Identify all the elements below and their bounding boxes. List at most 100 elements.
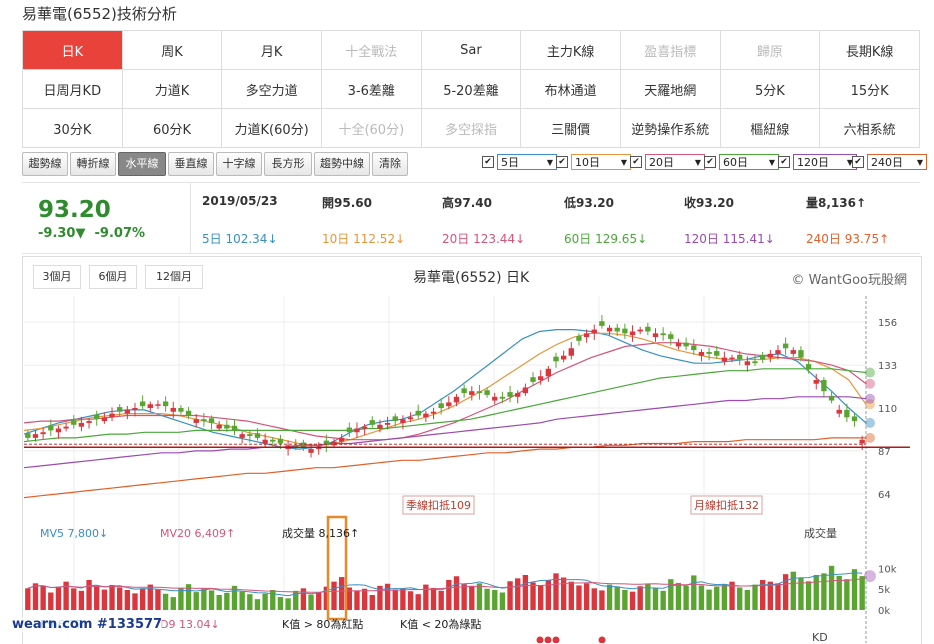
menu-item[interactable]: 3-6差離 <box>320 69 422 109</box>
menu-item[interactable]: 多空探指 <box>420 108 522 148</box>
period-3m-button[interactable]: 3個月 <box>33 265 81 289</box>
mv20-label: MV20 6,409↑ <box>160 527 235 540</box>
volume-bar <box>40 585 46 610</box>
menu-item[interactable]: 日周月KD <box>22 69 123 109</box>
ma-dropdown[interactable]: 20日 ▼ <box>645 154 705 170</box>
volume-bar <box>117 587 123 610</box>
volume-bar <box>63 581 69 610</box>
tool-button[interactable]: 水平線 <box>118 152 166 176</box>
menu-item[interactable]: 三關價 <box>520 108 621 148</box>
menu-item[interactable]: 力道K <box>121 69 223 109</box>
kd-note-2: K值 < 20為綠點 <box>400 617 481 631</box>
candle-body <box>484 390 490 395</box>
candle-body <box>25 433 31 438</box>
ma-select[interactable]: ✔ 20日 ▼ <box>630 154 705 170</box>
candle-body <box>698 352 705 356</box>
menu-item[interactable]: 十全(60分) <box>320 108 422 148</box>
volume-bar <box>729 581 735 610</box>
menu-item[interactable]: 逆勢操作系統 <box>619 108 721 148</box>
candle-body <box>560 355 567 360</box>
tool-button[interactable]: 趨勢線 <box>22 152 68 176</box>
menu-item[interactable]: 六相系統 <box>819 108 920 148</box>
volume-bar <box>790 571 796 610</box>
candle-body <box>48 425 54 431</box>
y-tick-label: 133 <box>878 361 897 372</box>
candle-body <box>201 419 207 422</box>
menu-item[interactable]: 5分K <box>719 69 821 109</box>
candle-body <box>94 414 100 420</box>
candle-body <box>851 416 858 422</box>
menu-item[interactable]: 周K <box>121 30 223 70</box>
menu-item[interactable]: 60分K <box>121 108 223 148</box>
volume-bar <box>767 581 773 610</box>
ma-select[interactable]: ✔ 240日 ▼ <box>852 154 927 170</box>
menu-item[interactable]: 盈喜指標 <box>619 30 721 70</box>
ma-checkbox[interactable]: ✔ <box>704 156 716 168</box>
candle-body <box>821 380 827 392</box>
candle-body <box>423 413 429 418</box>
candle-body <box>354 428 360 433</box>
quote-high: 高97.40 <box>442 196 492 210</box>
ma-checkbox[interactable]: ✔ <box>630 156 642 168</box>
ma-checkbox[interactable]: ✔ <box>482 156 494 168</box>
volume-bar <box>71 588 77 610</box>
chevron-down-icon: ▼ <box>916 157 923 167</box>
menu-item[interactable]: 歸原 <box>719 30 821 70</box>
menu-item[interactable]: 力道K(60分) <box>221 108 322 148</box>
ma-checkbox[interactable]: ✔ <box>778 156 790 168</box>
menu-item[interactable]: 樞紐線 <box>719 108 821 148</box>
volume-bar <box>392 589 398 610</box>
candle-body <box>71 420 77 425</box>
menu-item[interactable]: 十全戰法 <box>320 30 422 70</box>
ma-dropdown[interactable]: 10日 ▼ <box>571 154 631 170</box>
volume-bar <box>438 590 444 610</box>
candle-body <box>637 329 643 332</box>
volume-bar <box>560 577 567 610</box>
volume-bar <box>270 590 276 610</box>
vol-tick-label: 10k <box>878 564 897 575</box>
ma-dropdown[interactable]: 5日 ▼ <box>497 154 557 170</box>
menu-item[interactable]: Sar <box>420 30 522 70</box>
volume-axis-label: 成交量 <box>804 526 837 540</box>
period-6m-button[interactable]: 6個月 <box>89 265 137 289</box>
menu-item[interactable]: 長期K線 <box>819 30 920 70</box>
ma-dropdown[interactable]: 240日 ▼ <box>867 154 927 170</box>
tool-button[interactable]: 垂直線 <box>168 152 214 176</box>
ma-select[interactable]: ✔ 120日 ▼ <box>778 154 857 170</box>
tool-button[interactable]: 清除 <box>372 152 408 176</box>
volume-bar <box>836 575 842 610</box>
ma-select[interactable]: ✔ 60日 ▼ <box>704 154 779 170</box>
volume-bar <box>461 584 467 610</box>
ma-dropdown[interactable]: 120日 ▼ <box>793 154 857 170</box>
ma-select[interactable]: ✔ 10日 ▼ <box>556 154 631 170</box>
kd-dot <box>552 636 560 643</box>
y-tick-label: 110 <box>878 404 897 415</box>
tool-button[interactable]: 趨勢中線 <box>314 152 370 176</box>
kd-dot <box>598 636 606 643</box>
menu-item[interactable]: 15分K <box>819 69 920 109</box>
d-value-label: D9 13.04↓ <box>160 618 220 631</box>
ma-select[interactable]: ✔ 5日 ▼ <box>482 154 557 170</box>
volume-bar <box>446 580 452 610</box>
menu-item[interactable]: 30分K <box>22 108 123 148</box>
candle-body <box>583 333 590 338</box>
ma-dropdown[interactable]: 60日 ▼ <box>719 154 779 170</box>
volume-bar <box>216 595 222 610</box>
volume-bar <box>185 584 192 610</box>
tool-button[interactable]: 十字線 <box>216 152 262 176</box>
candle-body <box>721 357 728 362</box>
tool-button[interactable]: 轉折線 <box>70 152 116 176</box>
tool-button[interactable]: 長方形 <box>264 152 312 176</box>
volume-bar <box>499 592 506 610</box>
period-12m-button[interactable]: 12個月 <box>145 265 203 289</box>
menu-item[interactable]: 月K <box>221 30 322 70</box>
ma-checkbox[interactable]: ✔ <box>556 156 568 168</box>
candle-body <box>798 350 804 358</box>
volume-bar <box>139 588 146 610</box>
quote-volume: 量8,136↑ <box>806 196 867 210</box>
ma-checkbox[interactable]: ✔ <box>852 156 864 168</box>
chevron-down-icon: ▼ <box>620 157 627 167</box>
menu-item[interactable]: 天羅地網 <box>619 69 721 109</box>
volume-bar <box>737 587 743 610</box>
